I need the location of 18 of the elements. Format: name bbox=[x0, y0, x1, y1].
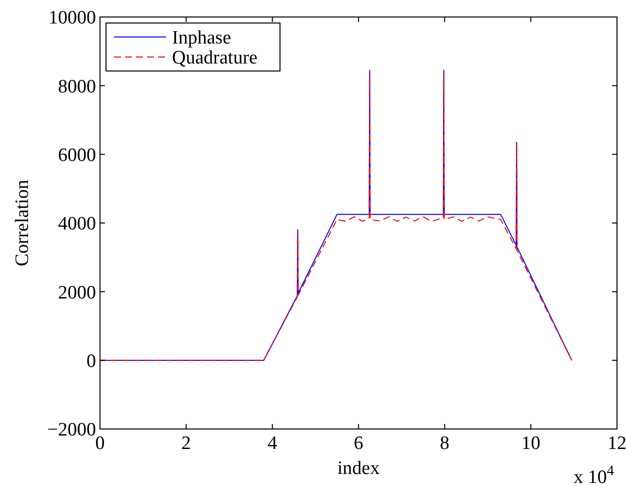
x-tick-label: 8 bbox=[440, 433, 450, 454]
y-tick-label: 10000 bbox=[48, 8, 96, 29]
y-tick-label: 8000 bbox=[58, 76, 96, 98]
y-tick-label: −2000 bbox=[47, 420, 96, 441]
x-tick-label: 12 bbox=[608, 433, 626, 454]
legend-label: Inphase bbox=[172, 28, 232, 49]
y-axis-title: Correlation bbox=[12, 179, 33, 266]
x-tick-label: 6 bbox=[354, 433, 364, 454]
y-tick-label: 0 bbox=[86, 350, 96, 372]
x-axis-title: index bbox=[337, 458, 380, 479]
legend-label: Quadrature bbox=[172, 48, 258, 69]
text: x 10$^{4}$ bbox=[574, 463, 614, 486]
x-tick-label: 2 bbox=[181, 433, 191, 454]
x-tick-label: 4 bbox=[268, 433, 278, 454]
y-tick-label: 4000 bbox=[58, 214, 96, 235]
x-tick-label: 10 bbox=[521, 433, 540, 454]
y-tick-label: 6000 bbox=[58, 144, 96, 166]
y-tick-label: 2000 bbox=[58, 282, 96, 304]
